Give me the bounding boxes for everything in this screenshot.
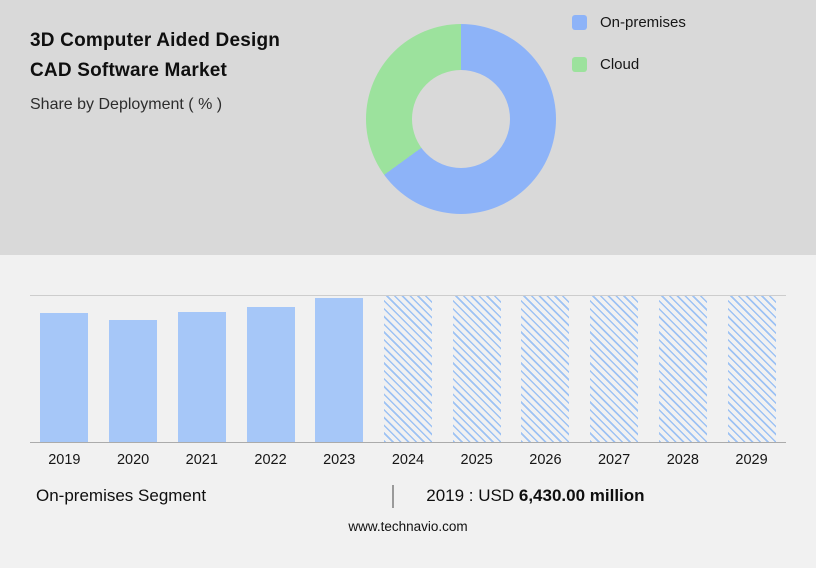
segment-label: On-premises Segment bbox=[36, 485, 207, 505]
market-value-prefix: 2019 : USD bbox=[426, 485, 519, 505]
bar-column-2020 bbox=[109, 296, 158, 442]
forecast-bar-2025 bbox=[452, 296, 501, 442]
website-url: www.technavio.com bbox=[348, 519, 468, 534]
tick-label-2028: 2028 bbox=[666, 452, 699, 468]
market-value: 2019 : USD 6,430.00 million bbox=[396, 486, 780, 506]
bar-2022 bbox=[246, 307, 295, 442]
legend: On-premises Cloud bbox=[572, 14, 686, 73]
cloud-swatch-icon bbox=[572, 57, 587, 72]
bar-2023 bbox=[315, 298, 364, 442]
footer-row: On-premises Segment | 2019 : USD 6,430.0… bbox=[36, 483, 780, 508]
bar-column-2025 bbox=[452, 296, 501, 442]
header-panel: 3D Computer Aided Design CAD Software Ma… bbox=[0, 0, 816, 255]
page-title-line1: 3D Computer Aided Design bbox=[30, 30, 281, 51]
forecast-bar-2026 bbox=[521, 296, 570, 442]
bar-column-2019 bbox=[40, 296, 89, 442]
bar-column-2024 bbox=[383, 296, 432, 442]
bar-column-2029 bbox=[727, 296, 776, 442]
bar-chart-plot-area bbox=[30, 295, 786, 443]
title-block: 3D Computer Aided Design CAD Software Ma… bbox=[30, 26, 360, 114]
tick-label-2019: 2019 bbox=[48, 452, 81, 468]
tick-label-2023: 2023 bbox=[323, 452, 356, 468]
forecast-panel: 2019 2020 2021 2022 2023 2024 2025 2026 2027 2028… bbox=[0, 295, 816, 568]
tick-label-2022: 2022 bbox=[254, 452, 287, 468]
on-premises-swatch-icon bbox=[572, 15, 587, 30]
bar-column-2021 bbox=[177, 296, 226, 442]
x-axis-tick-labels: 2019 2020 2021 2022 2023 2024 2025 2026 2027 2028… bbox=[30, 452, 786, 468]
bar-2020 bbox=[109, 320, 158, 442]
legend-item-on-premises: On-premises bbox=[572, 14, 686, 31]
bar-column-2026 bbox=[521, 296, 570, 442]
bar-column-2023 bbox=[315, 296, 364, 442]
tick-label-2026: 2026 bbox=[529, 452, 562, 468]
tick-label-2025: 2025 bbox=[460, 452, 493, 468]
market-value-amount: 6,430.00 million bbox=[518, 485, 645, 505]
market-size-bar-chart: 2019 2020 2021 2022 2023 2024 2025 2026 2027 2028… bbox=[30, 295, 786, 468]
tick-label-2029: 2029 bbox=[735, 452, 768, 468]
deployment-donut-chart bbox=[366, 24, 556, 214]
forecast-bar-2028 bbox=[658, 296, 707, 442]
tick-label-2027: 2027 bbox=[597, 452, 631, 468]
tick-label-2024: 2024 bbox=[391, 452, 425, 468]
legend-label-cloud: Cloud bbox=[600, 56, 640, 73]
page-subtitle: Share by Deployment ( % ) bbox=[30, 95, 223, 113]
forecast-bar-2027 bbox=[590, 296, 639, 442]
bar-2019 bbox=[40, 313, 89, 442]
page-title-line2: CAD Software Market bbox=[30, 60, 228, 82]
forecast-bar-2024 bbox=[383, 296, 432, 442]
forecast-bar-2029 bbox=[727, 296, 776, 442]
tick-label-2020: 2020 bbox=[116, 452, 150, 468]
bar-column-2022 bbox=[246, 296, 295, 442]
tick-label-2021: 2021 bbox=[185, 452, 218, 468]
legend-label-on-premises: On-premises bbox=[600, 14, 686, 31]
bar-2021 bbox=[177, 312, 226, 442]
footer-divider: | bbox=[389, 481, 397, 509]
legend-item-cloud: Cloud bbox=[572, 56, 686, 73]
bar-column-2027 bbox=[590, 296, 639, 442]
bar-column-2028 bbox=[658, 296, 707, 442]
